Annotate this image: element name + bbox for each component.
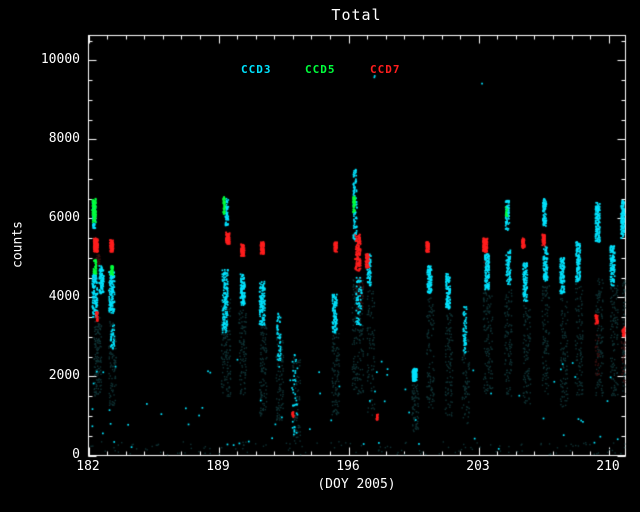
x-tick-label-189: 189 — [206, 459, 230, 474]
y-tick-label-6000: 6000 — [48, 210, 80, 225]
legend-label-ccd5: CCD5 — [305, 63, 336, 76]
legend-label-ccd3: CCD3 — [241, 63, 272, 76]
y-tick-label-2000: 2000 — [48, 368, 80, 383]
x-tick-label-196: 196 — [336, 459, 360, 474]
x-axis-label: (DOY 2005) — [317, 477, 396, 492]
x-tick-label-210: 210 — [596, 459, 620, 474]
y-tick-label-8000: 8000 — [48, 131, 80, 146]
x-tick-label-182: 182 — [76, 459, 100, 474]
y-tick-label-0: 0 — [72, 447, 80, 462]
y-tick-label-10000: 10000 — [40, 52, 80, 67]
y-axis-label: counts — [10, 221, 26, 268]
legend-label-ccd7: CCD7 — [370, 63, 401, 76]
chart-title: Total — [331, 6, 382, 24]
y-tick-label-4000: 4000 — [48, 289, 80, 304]
x-tick-label-203: 203 — [466, 459, 490, 474]
